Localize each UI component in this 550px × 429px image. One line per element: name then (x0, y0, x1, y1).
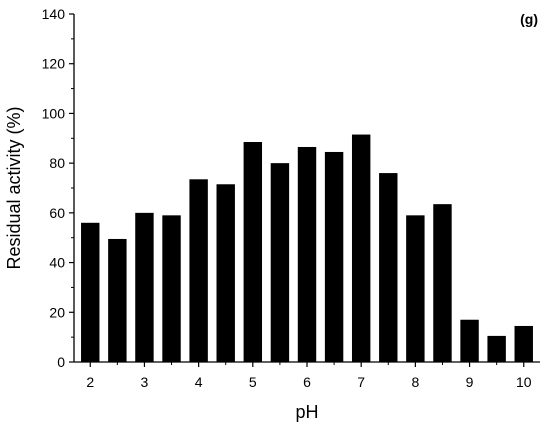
y-tick-label-140: 140 (42, 6, 66, 22)
y-tick-label-100: 100 (42, 105, 66, 121)
bar-2-5 (108, 238, 127, 362)
y-tick-label-60: 60 (49, 205, 65, 221)
x-tick-label-6: 6 (303, 374, 311, 390)
y-tick-label-40: 40 (49, 255, 65, 271)
bar-7 (351, 134, 371, 362)
x-axis-title: pH (295, 402, 318, 422)
y-tick-label-80: 80 (49, 155, 65, 171)
y-tick-label-0: 0 (57, 354, 65, 370)
x-tick-label-9: 9 (466, 374, 474, 390)
x-tick-label-7: 7 (357, 374, 365, 390)
bar-4 (189, 179, 208, 362)
y-axis-title: Residual activity (%) (4, 106, 24, 269)
bar-4-5 (216, 184, 235, 362)
bar-8 (406, 215, 425, 362)
bar-5 (243, 142, 263, 362)
x-tick-label-4: 4 (195, 374, 203, 390)
bar-3-5 (162, 215, 181, 362)
x-tick-label-8: 8 (411, 374, 419, 390)
y-tick-label-120: 120 (42, 56, 66, 72)
bar-6-5 (324, 151, 344, 362)
bar-7-5 (379, 173, 398, 362)
bar-9 (460, 319, 479, 362)
bar-5-5 (270, 163, 290, 362)
panel-label: (g) (520, 11, 538, 27)
y-tick-label-20: 20 (49, 304, 65, 320)
y-axis-ticks: 0 20 40 60 80 100 120 140 (42, 6, 74, 370)
bar-9-5 (487, 335, 506, 362)
bar-3 (135, 212, 154, 362)
bar-10 (514, 325, 533, 362)
x-axis-ticks: 2 3 4 5 6 7 8 9 10 (86, 362, 532, 390)
x-tick-label-5: 5 (249, 374, 257, 390)
bar-2 (81, 222, 100, 362)
bar-6 (297, 146, 317, 362)
x-tick-label-2: 2 (86, 374, 94, 390)
x-tick-label-3: 3 (141, 374, 149, 390)
x-tick-label-10: 10 (516, 374, 532, 390)
bar-8-5 (433, 204, 452, 362)
bars-group (81, 134, 533, 362)
